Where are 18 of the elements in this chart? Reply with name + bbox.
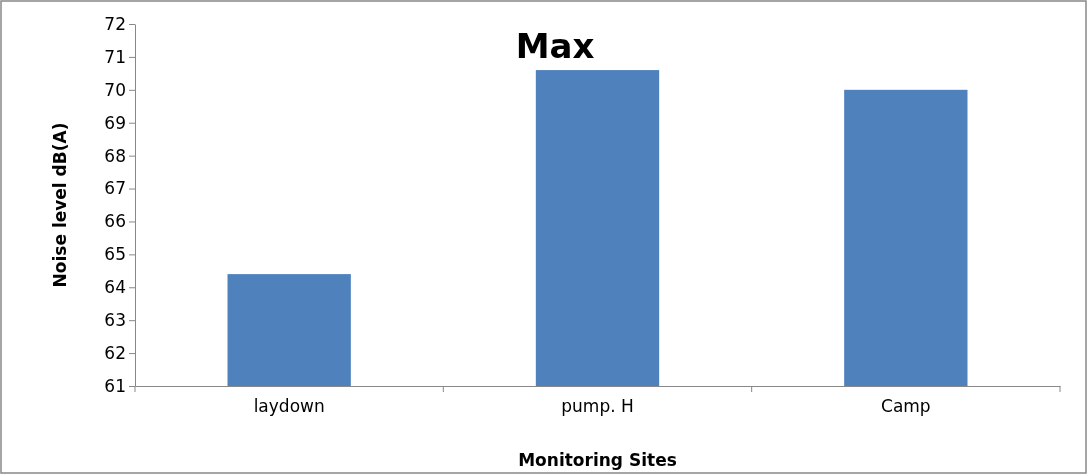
x-axis-title: Monitoring Sites [518,450,677,470]
y-tick-label: 71 [104,46,126,67]
x-tick-label: laydown [253,396,325,417]
y-tick-label: 61 [104,375,126,396]
y-tick-label: 65 [104,244,126,265]
y-tick-label: 69 [104,112,126,133]
y-tick-label: 62 [104,343,126,364]
y-tick-label: 68 [104,145,126,166]
y-tick-label: 64 [104,277,126,298]
y-tick-label: 63 [104,310,126,331]
chart-title: Max [515,26,595,66]
y-tick-label: 72 [104,13,126,34]
y-tick-label: 70 [104,79,126,100]
y-axis-title: Noise level dB(A) [50,122,70,288]
y-tick-label: 66 [104,211,126,232]
x-tick-label: Camp [881,396,931,417]
x-tick-label: pump. H [561,396,634,417]
y-tick-label: 67 [104,178,126,199]
